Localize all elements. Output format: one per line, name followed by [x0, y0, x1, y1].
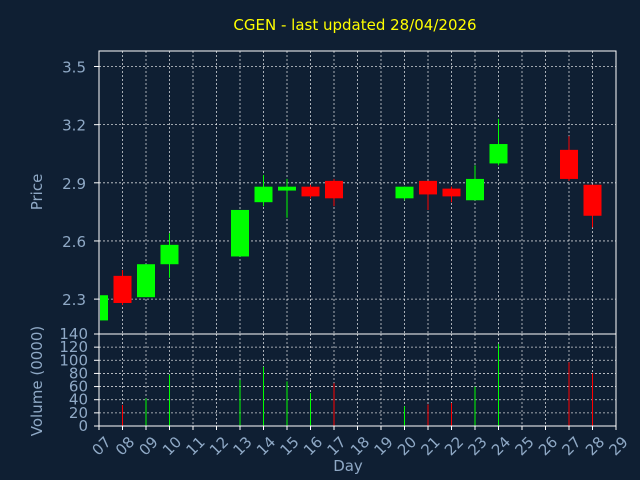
volume-bars [122, 343, 593, 426]
volume-tick-label: 80 [69, 364, 88, 382]
candle [560, 136, 578, 181]
candle-body [231, 209, 249, 257]
volume-tick-label: 140 [59, 325, 88, 343]
candle [466, 165, 484, 201]
candle [395, 186, 414, 201]
candle-body [560, 149, 578, 179]
price-y-ticks: 2.3 2.6 2.9 3.2 3.5 [62, 59, 99, 309]
volume-axis-label: Volume (0000) [28, 326, 46, 436]
candle-body [301, 186, 320, 197]
price-axis-label: Price [28, 174, 46, 211]
candle [419, 180, 437, 210]
candle [137, 264, 155, 298]
candle-body [325, 180, 343, 199]
candle [278, 178, 296, 218]
x-axis-label: Day [333, 457, 363, 475]
volume-tick-label: 0 [78, 417, 88, 435]
candle-body [278, 186, 296, 191]
volume-tick-label: 20 [69, 404, 88, 422]
candle [301, 184, 320, 199]
candle [113, 270, 132, 305]
candle-body [419, 180, 437, 195]
candle-body [442, 188, 461, 197]
price-candles [98, 118, 602, 321]
candle-body [100, 295, 108, 321]
price-tick-label: 3.5 [62, 59, 86, 77]
candle-body [489, 144, 508, 164]
candle [98, 295, 108, 321]
volume-tick-label: 40 [69, 391, 88, 409]
chart-title: CGEN - last updated 28/04/2026 [233, 16, 476, 34]
candle-body [137, 264, 155, 298]
volume-tick-label: 60 [69, 378, 88, 396]
candle [231, 209, 249, 257]
candle-body [254, 186, 273, 203]
candle [254, 175, 273, 207]
candle-body [583, 184, 602, 216]
price-tick-label: 3.2 [62, 117, 86, 135]
candle-body [466, 178, 484, 201]
candle [583, 184, 602, 228]
candle [325, 178, 343, 207]
candle-body [160, 244, 179, 265]
price-tick-label: 2.3 [62, 291, 86, 309]
volume-tick-label: 100 [59, 351, 88, 369]
candle-body [113, 275, 132, 303]
price-tick-label: 2.6 [62, 233, 86, 251]
volume-tick-label: 120 [59, 338, 88, 356]
candle [442, 186, 461, 203]
price-tick-label: 2.9 [62, 175, 86, 193]
candle [160, 233, 179, 278]
candle-body [395, 186, 414, 199]
candle [489, 118, 508, 166]
